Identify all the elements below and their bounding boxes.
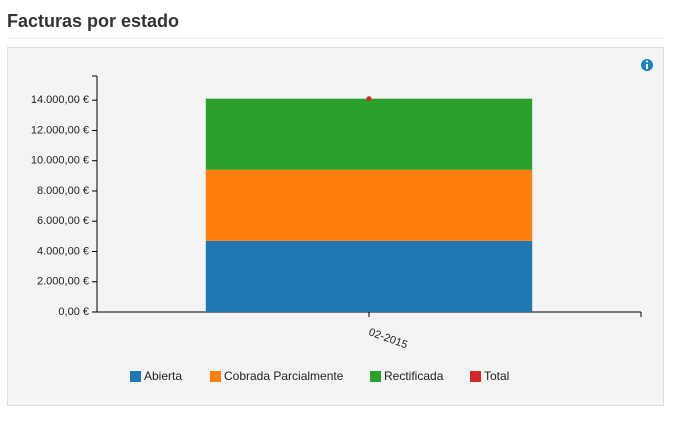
legend-label[interactable]: Rectificada [384,369,444,383]
info-icon-bar [646,64,648,69]
y-tick-label: 4.000,00 € [37,245,89,257]
legend-swatch[interactable] [370,371,381,382]
y-tick-label: 8.000,00 € [37,185,89,197]
legend-swatch[interactable] [470,371,481,382]
y-tick-label: 2.000,00 € [37,276,89,288]
y-tick-label: 12.000,00 € [31,124,89,136]
y-tick-label: 0,00 € [58,306,89,318]
y-tick-label: 6.000,00 € [37,215,89,227]
chart-title: Facturas por estado [7,11,179,31]
bar-segment [205,98,533,170]
legend-swatch[interactable] [130,371,141,382]
legend-label[interactable]: Cobrada Parcialmente [224,369,344,383]
y-tick-label: 14.000,00 € [31,94,89,106]
legend-label[interactable]: Abierta [144,369,182,383]
info-icon-dot [645,60,649,63]
legend-label[interactable]: Total [484,369,509,383]
legend-swatch[interactable] [210,371,221,382]
total-point [366,96,372,102]
bar-segment [205,240,533,312]
y-tick-label: 10.000,00 € [31,155,89,167]
bar-segment [205,169,533,241]
